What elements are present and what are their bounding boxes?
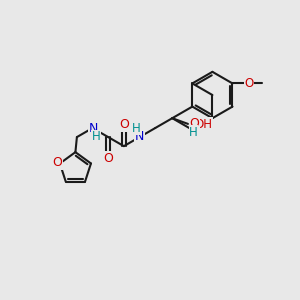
Text: O: O — [119, 118, 129, 131]
Text: O: O — [103, 152, 113, 165]
Text: H: H — [132, 122, 141, 135]
Text: H: H — [189, 126, 198, 139]
Text: O: O — [189, 117, 199, 130]
Text: OH: OH — [194, 118, 212, 131]
Text: N: N — [135, 130, 144, 143]
Text: O: O — [52, 156, 62, 170]
Text: H: H — [92, 130, 100, 143]
Text: O: O — [244, 77, 254, 90]
Text: N: N — [88, 122, 98, 135]
